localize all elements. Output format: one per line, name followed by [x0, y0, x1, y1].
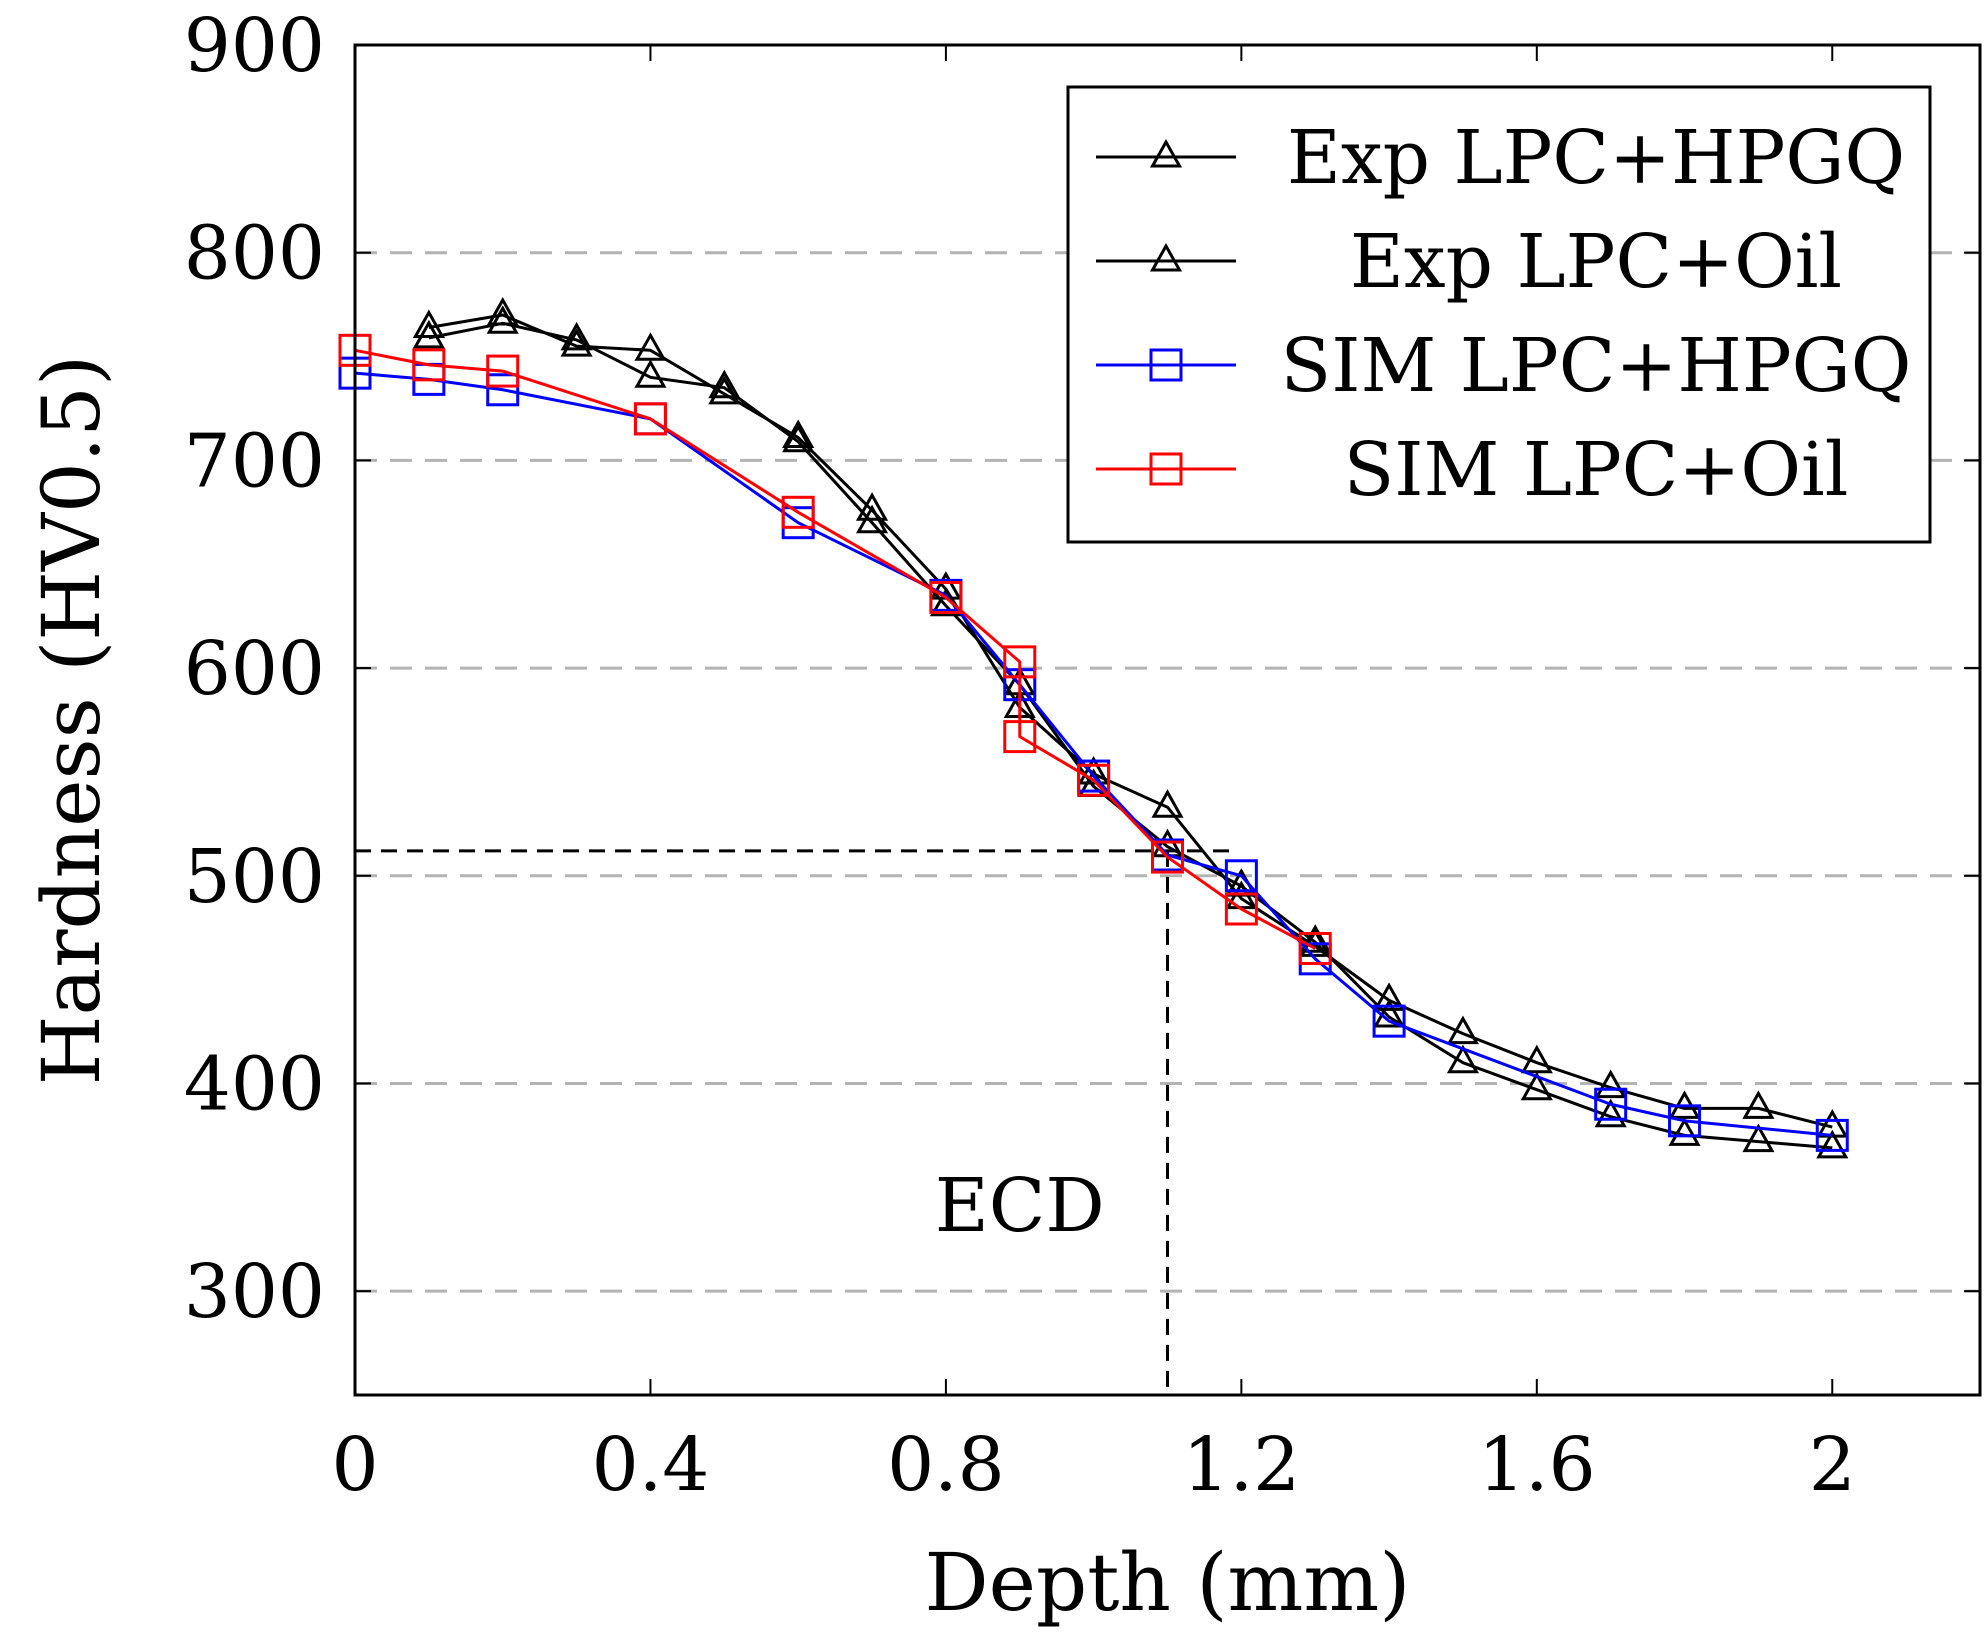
- series-exp-lpc-hpgq: [412, 296, 1849, 1138]
- legend-marker: [1149, 138, 1183, 168]
- x-tick-label: 2: [1809, 1422, 1856, 1508]
- data-point: [486, 354, 520, 388]
- legend-label: Exp LPC+Oil: [1350, 219, 1842, 305]
- data-point: [782, 423, 815, 453]
- x-tick-label: 1.2: [1183, 1422, 1301, 1508]
- data-point: [929, 580, 963, 614]
- legend-marker: [1149, 452, 1183, 486]
- data-point: [1668, 1104, 1702, 1138]
- data-point: [560, 321, 593, 351]
- x-tick-label: 0: [331, 1422, 378, 1508]
- data-point: [855, 492, 889, 521]
- data-point: [1224, 859, 1258, 893]
- x-tick-label: 1.6: [1478, 1422, 1596, 1508]
- data-point: [1668, 1117, 1701, 1146]
- y-tick-label: 400: [184, 1041, 325, 1127]
- data-point: [855, 504, 889, 534]
- data-point: [1003, 720, 1037, 754]
- data-point: [486, 373, 520, 407]
- data-point: [634, 359, 667, 388]
- data-point: [1077, 755, 1110, 785]
- data-point: [1003, 645, 1037, 679]
- ecd-annotation-label: ECD: [935, 1163, 1105, 1249]
- data-point: [1815, 1118, 1849, 1152]
- data-point: [1446, 1015, 1480, 1045]
- y-tick-label: 900: [184, 3, 325, 89]
- plot-frame: [353, 43, 1982, 1397]
- y-tick-label: 700: [184, 418, 325, 504]
- series-line: [354, 348, 1316, 950]
- data-point: [1594, 1069, 1627, 1099]
- data-point: [412, 319, 445, 349]
- data-point: [1151, 789, 1184, 818]
- data-point: [1372, 1004, 1406, 1038]
- x-tick-label: 0.8: [887, 1422, 1005, 1508]
- data-point: [1077, 763, 1111, 797]
- data-point: [708, 369, 741, 399]
- y-tick-label: 600: [184, 626, 325, 712]
- data-point: [1742, 1090, 1775, 1119]
- legend-entry: Exp LPC+Oil: [1096, 219, 1842, 305]
- legend-entry: SIM LPC+HPGQ: [1096, 323, 1911, 409]
- y-tick-label: 800: [184, 211, 325, 297]
- series-group: [338, 296, 1849, 1159]
- axis-ticks: 0 0.4 0.8 1.2 1.6 2 300 400 500 600 700 800 900: [184, 3, 1980, 1508]
- y-axis-title: Hardness (HV0.5): [25, 355, 118, 1086]
- series-line: [354, 371, 1833, 1137]
- data-point: [1446, 1044, 1480, 1074]
- data-point: [1594, 1087, 1628, 1121]
- legend-marker: [1149, 242, 1183, 272]
- ecd-guide-lines: [355, 849, 1234, 1395]
- data-point: [1594, 1098, 1627, 1128]
- data-point: [1224, 892, 1258, 926]
- data-point: [1816, 1109, 1849, 1138]
- data-point: [1151, 840, 1184, 874]
- data-point: [1742, 1123, 1775, 1153]
- legend: Exp LPC+HPGQ Exp LPC+Oil SIM LPC+HPGQ SIM L…: [1066, 85, 1932, 544]
- data-point: [781, 495, 815, 529]
- x-axis-title: Depth (mm): [925, 1536, 1411, 1629]
- legend-label: Exp LPC+HPGQ: [1287, 115, 1905, 201]
- x-tick-label: 0.4: [592, 1422, 710, 1508]
- data-point: [412, 348, 446, 382]
- legend-entry: SIM LPC+Oil: [1096, 427, 1848, 513]
- data-point: [486, 305, 519, 334]
- data-point: [782, 419, 815, 449]
- data-point: [1816, 1129, 1849, 1159]
- legend-marker: [1149, 348, 1183, 382]
- legend-entry: Exp LPC+HPGQ: [1096, 115, 1905, 201]
- y-tick-label: 300: [184, 1249, 325, 1335]
- legend-label: SIM LPC+HPGQ: [1281, 323, 1912, 409]
- legend-label: SIM LPC+Oil: [1344, 427, 1849, 513]
- data-point: [1520, 1071, 1553, 1101]
- y-tick-label: 500: [184, 834, 325, 920]
- data-point: [633, 402, 667, 436]
- legend-box: [1066, 85, 1932, 544]
- data-point: [1298, 931, 1332, 965]
- data-point: [1299, 924, 1332, 953]
- data-point: [1373, 982, 1406, 1011]
